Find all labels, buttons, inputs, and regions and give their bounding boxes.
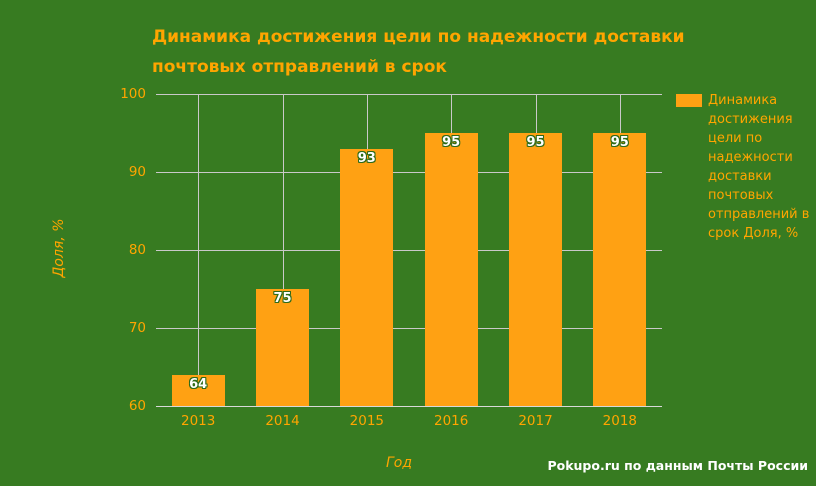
bar-2016 bbox=[424, 133, 478, 406]
y-tick-label: 90 bbox=[128, 164, 146, 180]
legend-swatch bbox=[676, 94, 702, 107]
x-tick-label: 2018 bbox=[602, 413, 637, 429]
gridline-h bbox=[156, 94, 662, 95]
legend: Динамика достижения цели по надежности д… bbox=[676, 91, 812, 243]
x-tick-label: 2014 bbox=[265, 413, 300, 429]
gridline-h bbox=[156, 328, 662, 329]
gridline-h bbox=[156, 406, 662, 407]
gridline-v bbox=[282, 94, 284, 406]
x-tick-label: 2017 bbox=[518, 413, 553, 429]
bar-value-label: 95 bbox=[526, 135, 545, 150]
plot-area: 60 70 80 90 100 64 2013 75 2014 93 2015 95 2016 95 201… bbox=[120, 86, 662, 429]
chart-title: Динамика достижения цели по надежности д… bbox=[152, 27, 685, 77]
y-tick-label: 80 bbox=[128, 242, 146, 258]
x-tick-label: 2015 bbox=[349, 413, 384, 429]
attribution-text: Pokupo.ru по данным Почты России bbox=[547, 458, 808, 473]
x-tick-label: 2013 bbox=[180, 413, 216, 429]
y-tick-label: 100 bbox=[120, 86, 146, 102]
bar-value-label: 95 bbox=[610, 135, 629, 150]
bar-value-label: 95 bbox=[442, 135, 461, 150]
bar-value-label: 75 bbox=[273, 291, 292, 306]
bar-2014 bbox=[256, 289, 309, 406]
gridline-h bbox=[156, 250, 662, 251]
bar-value-label: 64 bbox=[189, 376, 208, 392]
bar-2018 bbox=[593, 133, 647, 406]
y-axis-title: Доля, % bbox=[51, 218, 67, 278]
x-tick-label: 2016 bbox=[433, 413, 469, 429]
bar-2017 bbox=[509, 133, 562, 406]
gridline-v bbox=[198, 94, 200, 406]
bar-2015 bbox=[340, 148, 394, 406]
y-tick-label: 60 bbox=[128, 398, 146, 414]
x-axis-title: Год bbox=[385, 455, 413, 471]
bar-2013 bbox=[171, 374, 225, 406]
bar-value-label: 93 bbox=[357, 150, 376, 166]
y-tick-label: 70 bbox=[128, 320, 146, 336]
gridline-h bbox=[156, 172, 662, 173]
legend-label: Динамика достижения цели по надежности д… bbox=[708, 93, 810, 241]
